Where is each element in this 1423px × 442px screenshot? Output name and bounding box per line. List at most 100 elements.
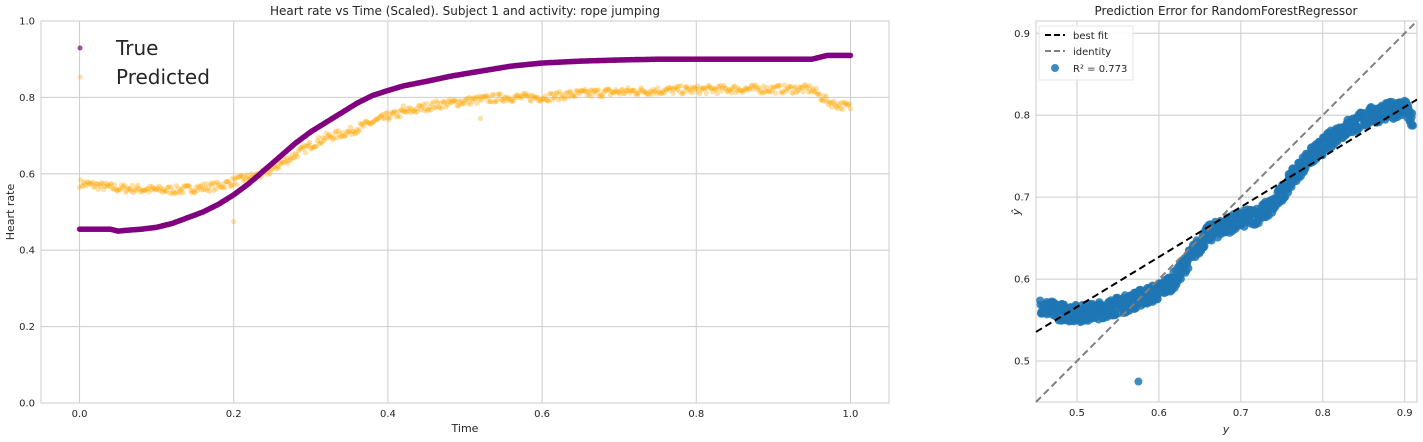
- predicted-point: [538, 98, 544, 104]
- predicted-point: [398, 107, 404, 113]
- predicted-point: [578, 87, 584, 94]
- predicted-point: [456, 98, 463, 104]
- predicted-point: [540, 96, 546, 102]
- predicted-point: [483, 93, 489, 99]
- predicted-point: [225, 178, 231, 184]
- predicted-point: [197, 185, 203, 191]
- predicted-point: [786, 83, 792, 89]
- predicted-point: [833, 104, 839, 110]
- predicted-point: [450, 97, 456, 103]
- predicted-point: [215, 182, 221, 189]
- predicted-point: [824, 98, 830, 104]
- predicted-point: [116, 186, 122, 192]
- predicted-point: [531, 95, 538, 101]
- predicted-point: [557, 88, 563, 95]
- predicted-point: [545, 98, 551, 104]
- true-point: [847, 52, 854, 59]
- predicted-point: [760, 83, 767, 89]
- predicted-point: [552, 94, 558, 100]
- predicted-point: [649, 91, 655, 97]
- predicted-point: [146, 189, 152, 195]
- predicted-point: [614, 89, 620, 95]
- y-tick-label: 0.0: [19, 399, 35, 410]
- predicted-point: [412, 109, 418, 115]
- predicted-point: [694, 83, 701, 89]
- predicted-point: [787, 84, 793, 90]
- predicted-point: [661, 90, 667, 96]
- predicted-point: [213, 186, 219, 192]
- predicted-point: [79, 182, 85, 188]
- predicted-point: [167, 190, 173, 196]
- predicted-point: [202, 185, 208, 191]
- predicted-point: [335, 128, 341, 134]
- predicted-point: [840, 107, 846, 113]
- predicted-point: [286, 157, 292, 164]
- predicted-point: [623, 87, 629, 94]
- predicted-point: [815, 91, 822, 97]
- predicted-point: [780, 90, 786, 96]
- predicted-point: [776, 84, 782, 90]
- predicted-point: [678, 83, 684, 89]
- predicted-point: [212, 180, 218, 186]
- predicted-point: [344, 128, 350, 134]
- predicted-point: [343, 131, 349, 138]
- predicted-point: [195, 183, 202, 189]
- predicted-point: [684, 85, 691, 91]
- predicted-point: [617, 91, 623, 97]
- predicted-point: [575, 89, 582, 95]
- predicted-point: [234, 181, 240, 188]
- predicted-point: [529, 92, 535, 99]
- predicted-point: [539, 96, 545, 102]
- predicted-point: [280, 159, 286, 165]
- predicted-point: [703, 90, 709, 96]
- predicted-point: [273, 164, 279, 170]
- predicted-point: [612, 89, 618, 95]
- predicted-point: [603, 88, 609, 94]
- predicted-point: [319, 139, 325, 145]
- predicted-point: [652, 88, 659, 94]
- predicted-point: [803, 85, 810, 91]
- predicted-point: [171, 190, 177, 196]
- predicted-point: [451, 98, 457, 104]
- predicted-point: [401, 108, 407, 114]
- predicted-point: [441, 100, 447, 106]
- predicted-point: [312, 143, 318, 150]
- predicted-point: [830, 100, 836, 106]
- predicted-point: [289, 152, 295, 158]
- legend-label-true: True: [115, 36, 158, 60]
- predicted-point: [99, 180, 105, 186]
- predicted-point: [338, 134, 344, 140]
- y-tick-labels-2: 0.5 0.6 0.7 0.8 0.9: [1014, 29, 1030, 368]
- predicted-point: [112, 182, 118, 188]
- predicted-point: [474, 100, 480, 106]
- predicted-point: [355, 129, 361, 135]
- predicted-point: [173, 183, 180, 189]
- predicted-point: [298, 145, 304, 151]
- predicted-point: [341, 133, 347, 139]
- predicted-point: [488, 99, 494, 105]
- prediction-point: [1184, 264, 1193, 273]
- legend: True Predicted: [77, 36, 210, 89]
- predicted-point: [217, 184, 224, 190]
- predicted-point: [686, 86, 692, 93]
- predicted-point: [386, 117, 392, 123]
- predicted-point: [274, 166, 280, 172]
- predicted-point: [845, 102, 851, 108]
- predicted-point: [762, 89, 768, 95]
- predicted-point: [477, 115, 484, 122]
- predicted-point: [802, 82, 808, 88]
- predicted-point: [486, 94, 492, 100]
- predicted-point: [835, 101, 841, 107]
- predicted-point: [299, 144, 305, 150]
- predicted-point: [232, 177, 238, 183]
- predicted-point: [393, 109, 399, 115]
- predicted-point: [179, 186, 185, 192]
- predicted-point: [470, 98, 476, 104]
- predicted-point: [638, 85, 644, 91]
- y-tick-label: 0.4: [19, 246, 35, 257]
- y-tick-label-2: 0.5: [1014, 357, 1030, 368]
- predicted-point: [92, 183, 98, 189]
- predicted-point: [597, 92, 604, 98]
- predicted-point: [407, 105, 413, 111]
- predicted-point: [394, 114, 400, 120]
